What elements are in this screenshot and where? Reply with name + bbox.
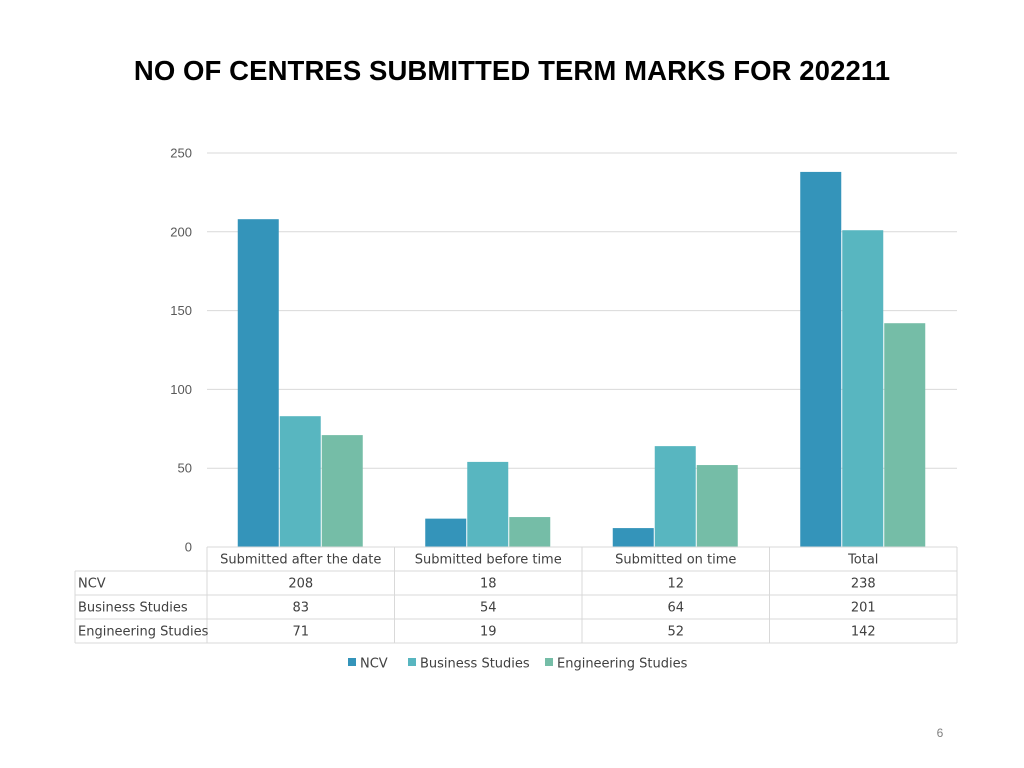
table-cell-value: 54 bbox=[480, 601, 497, 616]
bar-engineering-studies bbox=[884, 323, 926, 547]
x-category-label: Submitted before time bbox=[415, 553, 562, 568]
bar-ncv bbox=[800, 171, 842, 548]
legend-label: Engineering Studies bbox=[557, 657, 688, 672]
legend-swatch bbox=[348, 658, 356, 666]
table-cell-value: 64 bbox=[667, 601, 684, 616]
bar-ncv bbox=[425, 518, 467, 547]
y-tick-label: 150 bbox=[170, 303, 192, 318]
legend-label: NCV bbox=[360, 657, 388, 672]
bar-engineering-studies bbox=[321, 435, 363, 547]
bar-ncv bbox=[612, 528, 654, 547]
table-row-label: Business Studies bbox=[78, 601, 188, 616]
page-number: 6 bbox=[936, 726, 944, 740]
bar-business-studies bbox=[279, 416, 321, 547]
y-tick-label: 50 bbox=[178, 461, 192, 476]
table-cell-value: 142 bbox=[851, 625, 876, 640]
bar-engineering-studies bbox=[509, 517, 551, 547]
y-tick-label: 0 bbox=[185, 540, 192, 555]
table-cell-value: 208 bbox=[288, 577, 313, 592]
x-category-label: Submitted after the date bbox=[220, 553, 381, 568]
table-cell-value: 71 bbox=[292, 625, 309, 640]
table-row-label: NCV bbox=[78, 577, 106, 592]
bar-ncv bbox=[237, 219, 279, 547]
x-category-label: Submitted on time bbox=[615, 553, 736, 568]
table-cell-value: 83 bbox=[292, 601, 309, 616]
table-cell-value: 12 bbox=[667, 577, 684, 592]
bar-business-studies bbox=[467, 461, 509, 547]
table-cell-value: 19 bbox=[480, 625, 497, 640]
table-cell-value: 238 bbox=[851, 577, 876, 592]
table-cell-value: 52 bbox=[667, 625, 684, 640]
bar-business-studies bbox=[654, 446, 696, 547]
bar-business-studies bbox=[842, 230, 884, 547]
table-cell-value: 18 bbox=[480, 577, 497, 592]
y-tick-label: 200 bbox=[170, 224, 192, 239]
y-tick-label: 100 bbox=[170, 382, 192, 397]
y-tick-label: 250 bbox=[170, 146, 192, 161]
legend-swatch bbox=[408, 658, 416, 666]
x-category-label: Total bbox=[847, 553, 878, 568]
legend-label: Business Studies bbox=[420, 657, 530, 672]
table-row-label: Engineering Studies bbox=[78, 625, 209, 640]
bar-engineering-studies bbox=[696, 465, 738, 547]
table-cell-value: 201 bbox=[851, 601, 876, 616]
slide-title: NO OF CENTRES SUBMITTED TERM MARKS FOR 2… bbox=[133, 55, 891, 86]
legend-swatch bbox=[545, 658, 553, 666]
